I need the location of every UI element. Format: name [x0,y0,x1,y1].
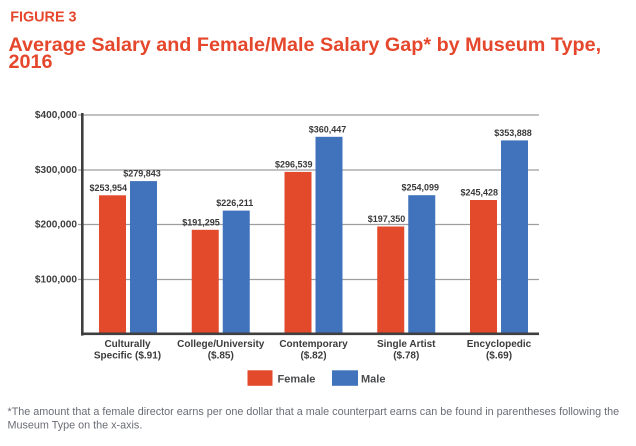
svg-text:Female: Female [278,374,316,386]
svg-text:Male: Male [361,374,385,386]
svg-text:($.69): ($.69) [486,351,512,362]
svg-text:Encyclopedic: Encyclopedic [467,339,532,350]
svg-text:$200,000: $200,000 [35,220,77,231]
svg-text:($.78): ($.78) [393,351,419,362]
svg-text:Average Salary and Female/Male: Average Salary and Female/Male Salary Ga… [9,34,602,56]
svg-text:FIGURE 3: FIGURE 3 [10,9,76,25]
svg-text:Specific ($.91): Specific ($.91) [94,351,161,362]
svg-text:$245,428: $245,428 [460,188,498,198]
svg-text:College/University: College/University [177,339,265,350]
svg-text:*The amount that a female dire: *The amount that a female director earns… [8,406,620,418]
svg-text:($.82): ($.82) [300,351,326,362]
svg-text:$253,954: $253,954 [89,183,127,193]
svg-text:$353,888: $353,888 [494,128,532,138]
svg-text:$100,000: $100,000 [35,275,77,286]
svg-text:Museum Type on the x-axis.: Museum Type on the x-axis. [8,420,143,432]
svg-text:$400,000: $400,000 [35,110,77,121]
svg-text:($.85): ($.85) [208,351,234,362]
svg-text:$226,211: $226,211 [216,198,253,208]
svg-text:$296,539: $296,539 [275,159,313,169]
svg-text:$191,295: $191,295 [182,217,220,227]
svg-text:$197,350: $197,350 [368,214,406,224]
svg-text:$360,447: $360,447 [309,124,347,134]
svg-text:$254,099: $254,099 [401,183,439,193]
svg-text:Contemporary: Contemporary [279,339,348,350]
svg-text:2016: 2016 [9,51,53,73]
svg-text:Single Artist: Single Artist [377,339,436,350]
svg-text:$279,843: $279,843 [123,169,161,179]
svg-text:Culturally: Culturally [104,339,151,350]
svg-text:$300,000: $300,000 [35,165,77,176]
